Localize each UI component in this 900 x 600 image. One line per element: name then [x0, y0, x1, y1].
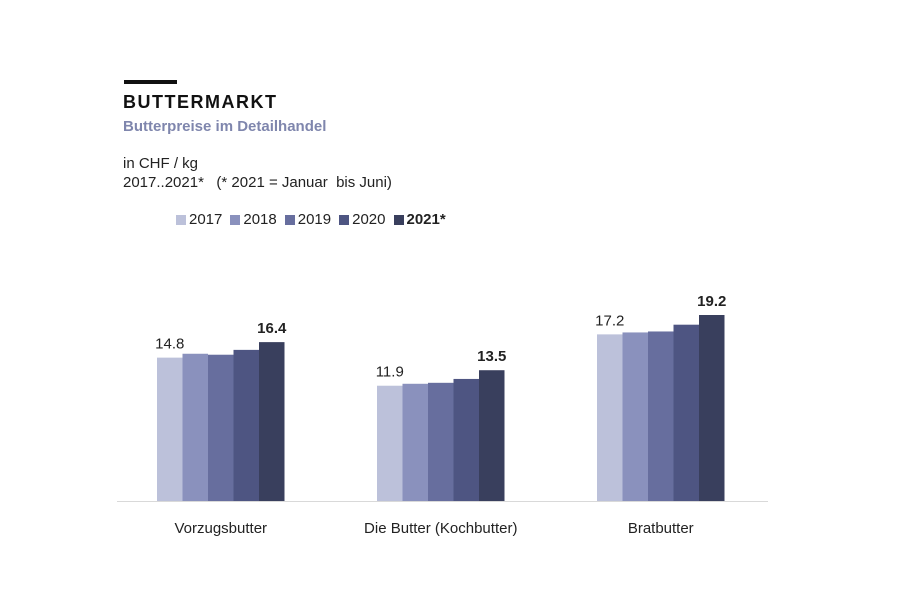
bar-1-3: [453, 378, 479, 501]
legend-item-0: 2017: [176, 211, 222, 228]
legend-label-2: 2019: [297, 211, 332, 228]
legend-swatch-4: [393, 214, 404, 225]
category-label-0: Vorzugsbutter: [174, 520, 267, 537]
legend-item-1: 2018: [230, 211, 277, 228]
legend-item-2: 2019: [284, 211, 332, 228]
data-label-0: 14.8: [155, 336, 184, 353]
period-label: 2017..2021* (* 2021 = Januar bis Juni): [123, 174, 392, 191]
category-label-1: Die Butter (Kochbutter): [364, 520, 517, 537]
legend-item-4: 2021*: [393, 211, 446, 228]
data-label-5: 19.2: [697, 293, 726, 310]
bar-0-3: [233, 349, 259, 501]
legend-label-0: 2017: [189, 211, 223, 228]
data-label-4: 17.2: [595, 312, 624, 329]
title-accent-bar: [124, 80, 177, 84]
bar-0-0: [157, 357, 183, 501]
chart-title: BUTTERMARKT: [123, 92, 278, 112]
data-label-1: 16.4: [257, 320, 287, 337]
bar-2-1: [622, 332, 648, 501]
chart-subtitle: Butterpreise im Detailhandel: [123, 118, 327, 135]
legend-swatch-2: [284, 214, 295, 225]
bar-1-1: [402, 383, 428, 501]
data-label-3: 13.5: [477, 348, 506, 365]
bar-0-4: [259, 342, 285, 501]
legend-swatch-1: [230, 214, 241, 225]
legend-label-1: 2018: [243, 211, 277, 228]
bar-2-0: [597, 334, 623, 501]
legend-swatch-0: [176, 214, 186, 225]
legend-item-3: 2020: [339, 211, 386, 228]
data-label-2: 11.9: [376, 364, 404, 381]
bar-0-1: [182, 353, 208, 501]
legend: 2017 2018 2019 2020 2021*: [176, 211, 446, 228]
bar-2-2: [648, 331, 674, 501]
legend-label-4: 2021*: [406, 211, 446, 228]
unit-label: in CHF / kg: [123, 155, 199, 172]
bar-2-4: [699, 315, 725, 501]
legend-label-3: 2020: [352, 211, 386, 228]
bar-1-2: [428, 382, 454, 501]
bar-2-3: [673, 324, 699, 501]
category-label-2: Bratbutter: [628, 520, 694, 537]
legend-swatch-3: [339, 214, 350, 225]
bar-1-4: [479, 370, 505, 501]
bar-0-2: [208, 354, 234, 501]
bar-1-0: [377, 385, 403, 501]
